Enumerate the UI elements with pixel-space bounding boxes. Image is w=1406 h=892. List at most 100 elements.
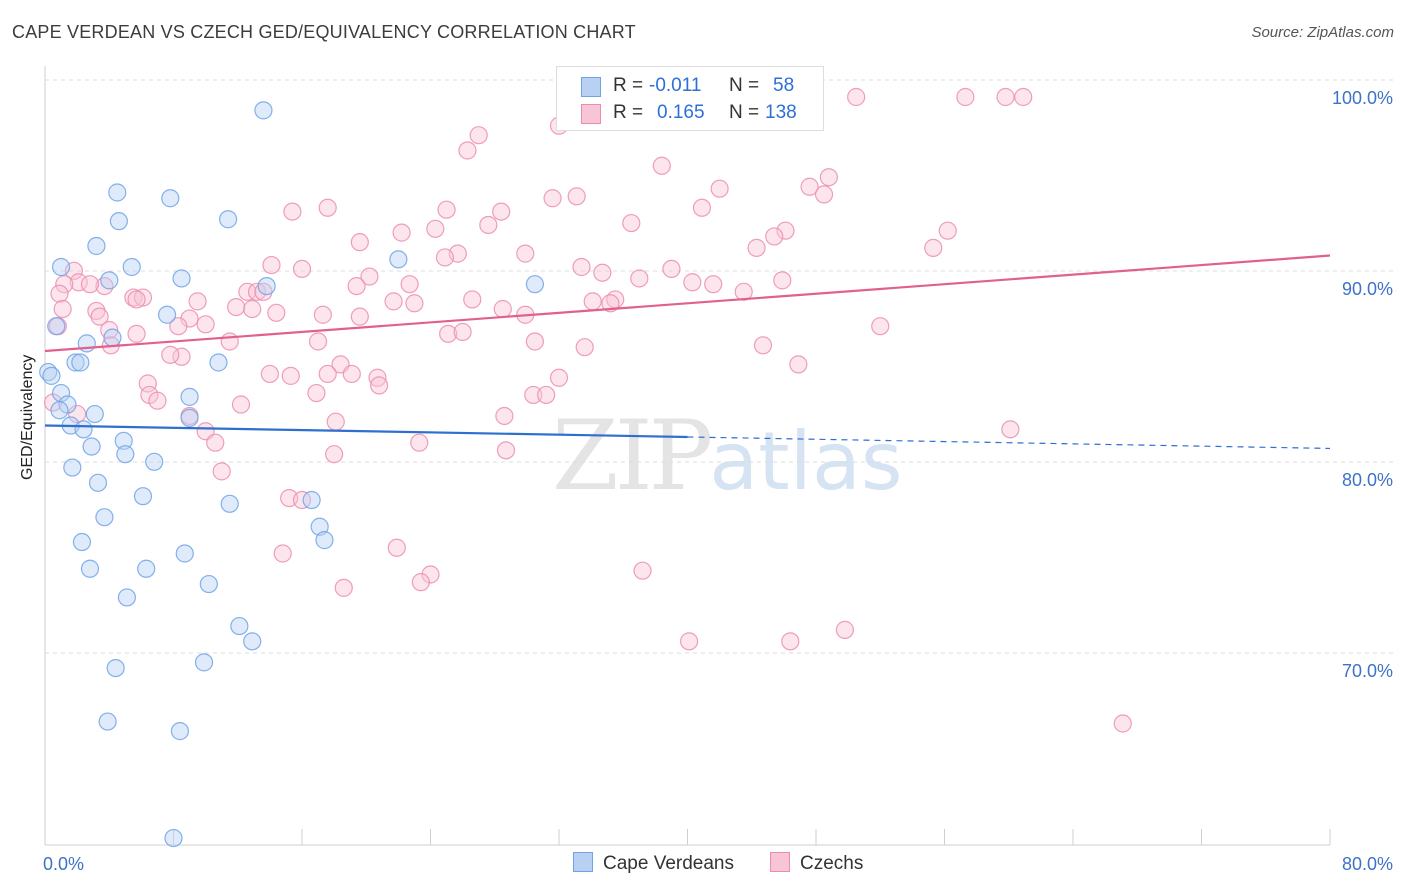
czech-point xyxy=(680,632,699,651)
czech-point xyxy=(683,273,702,292)
czech-point xyxy=(710,179,729,198)
czech-point xyxy=(469,126,488,145)
bottom-legend-czechs: Czechs xyxy=(770,852,863,875)
czech-point xyxy=(814,185,834,204)
cape-verdean-point xyxy=(103,328,122,347)
czech-point xyxy=(765,227,784,246)
legend-r-label: R = xyxy=(613,75,644,96)
czech-point xyxy=(392,223,411,242)
czech-point xyxy=(439,324,458,343)
czech-point xyxy=(283,202,302,221)
czech-point xyxy=(318,364,337,384)
czech-point xyxy=(633,561,652,580)
legend-swatch-pink xyxy=(581,104,601,124)
czech-point xyxy=(334,578,353,597)
czech-point xyxy=(458,141,477,160)
czech-point xyxy=(575,338,594,357)
bottom-legend-cape-verdeans: Cape Verdeans xyxy=(573,852,734,875)
czech-point xyxy=(148,391,167,410)
czech-point xyxy=(260,364,279,384)
czech-point xyxy=(537,385,556,405)
bottom-legend-label: Czechs xyxy=(800,853,864,874)
czech-point xyxy=(281,366,300,385)
cape-verdean-point xyxy=(87,236,106,256)
czech-point xyxy=(360,267,379,286)
cape-verdean-point xyxy=(85,404,104,424)
czech-point xyxy=(138,374,157,393)
watermark-zip: ZIP xyxy=(552,400,713,512)
czech-trend-line xyxy=(44,254,1331,353)
czech-point xyxy=(593,263,612,282)
czech-point xyxy=(435,248,455,267)
czech-point xyxy=(601,294,620,313)
czech-point xyxy=(524,385,543,405)
czech-point xyxy=(220,332,239,351)
cape-verdean-point xyxy=(157,305,177,324)
czech-point xyxy=(68,404,87,424)
legend-n-label: N = xyxy=(729,75,760,96)
czech-point xyxy=(124,288,143,307)
czech-point xyxy=(87,301,106,321)
cape-verdean-point xyxy=(170,722,190,741)
czech-point xyxy=(747,238,766,257)
czech-point xyxy=(127,324,146,343)
cape-verdean-point xyxy=(194,653,214,672)
legend-n-value: 138 xyxy=(765,102,797,123)
cape-verdean-point xyxy=(72,532,92,552)
czech-point xyxy=(69,273,88,292)
cape-verdean-point xyxy=(257,276,276,296)
bottom-legend-swatch-pink xyxy=(770,852,790,872)
bottom-legend-label: Cape Verdeans xyxy=(603,853,734,874)
czech-point xyxy=(370,376,389,395)
czech-point xyxy=(313,305,332,324)
cape-verdean-point xyxy=(80,559,100,578)
czech-point xyxy=(789,355,808,374)
czech-point xyxy=(318,198,337,217)
czech-point xyxy=(662,259,681,278)
cape-verdean-point xyxy=(71,353,90,372)
cape-verdean-point xyxy=(122,257,141,277)
x-tick-label: 0.0% xyxy=(43,854,84,874)
czech-point xyxy=(835,620,855,639)
czech-point xyxy=(231,395,251,414)
czech-point xyxy=(368,368,387,387)
czech-point xyxy=(652,156,671,175)
czech-point xyxy=(516,244,535,263)
czech-point xyxy=(90,307,109,326)
czech-point xyxy=(411,573,430,592)
czech-point xyxy=(776,221,795,240)
cape-verdean-point xyxy=(95,508,114,527)
cape-verdean-point xyxy=(42,366,61,385)
czech-point xyxy=(169,317,188,336)
source-label: Source: ZipAtlas.com xyxy=(1251,24,1394,41)
cape-verdean-point xyxy=(180,387,199,406)
czech-point xyxy=(400,275,419,294)
czech-point xyxy=(996,87,1015,107)
czech-point xyxy=(847,87,866,107)
czech-point xyxy=(734,282,753,301)
czech-point xyxy=(50,284,69,303)
y-tick-label: 90.0% xyxy=(1342,279,1393,299)
czech-point xyxy=(308,332,328,351)
czech-point xyxy=(342,364,361,384)
czech-point xyxy=(384,292,403,311)
czech-point xyxy=(421,565,440,584)
y-tick-label: 100.0% xyxy=(1332,88,1393,108)
czech-point xyxy=(453,322,472,342)
czech-point xyxy=(172,347,191,366)
cape-verdean-point xyxy=(106,658,125,678)
czech-point xyxy=(781,632,800,651)
y-tick-label: 70.0% xyxy=(1342,661,1393,681)
czech-point xyxy=(630,269,649,288)
czech-point xyxy=(572,257,591,277)
czech-point xyxy=(267,303,286,322)
cape-verdean-point xyxy=(98,712,117,731)
czech-point xyxy=(350,233,369,252)
czech-point xyxy=(622,213,641,233)
legend-r-value: 0.165 xyxy=(657,102,705,123)
cape-verdean-point xyxy=(114,431,133,450)
czech-point xyxy=(206,433,225,452)
cape-verdean-point xyxy=(66,353,85,372)
czech-point xyxy=(543,189,562,208)
